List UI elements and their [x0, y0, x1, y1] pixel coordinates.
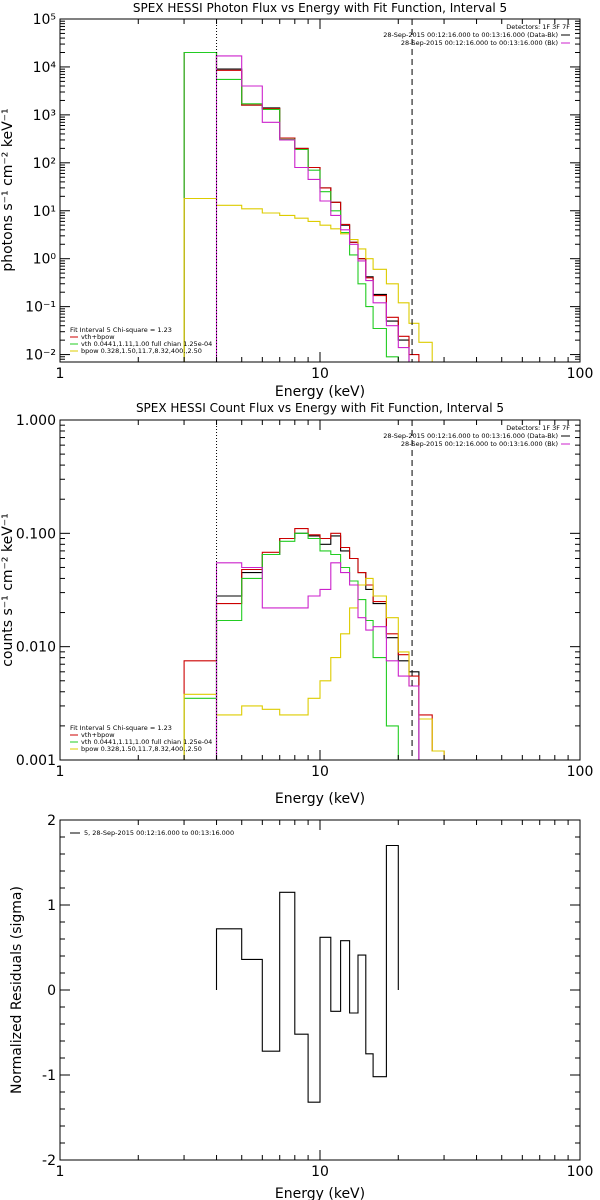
residuals-y-tick-label: -1: [42, 1068, 56, 1084]
residuals-legend-left-entry: 5, 28-Sep-2015 00:12:16.000 to 00:13:16.…: [84, 829, 234, 837]
count-vline-layer: [216, 420, 413, 760]
photon-y-tick-label: 10⁰: [33, 252, 57, 268]
residuals-x-tick-label: 100: [567, 1164, 594, 1180]
photon-vline-layer: [216, 19, 413, 362]
count-y-tick-label: 0.100: [16, 526, 56, 542]
photon-y-tick-label: 10⁻²: [25, 348, 56, 364]
photon-y-tick-label: 10⁵: [33, 12, 56, 28]
photon-y-tick-label: 10²: [33, 156, 56, 172]
residuals-y-tick-label: -2: [42, 1153, 56, 1169]
photon-y-tick-label: 10¹: [33, 204, 56, 220]
count-flux-panel: SPEX HESSI Count Flux vs Energy with Fit…: [0, 401, 593, 807]
count-series-data-line: [215, 562, 420, 760]
photon-legend-left-entry: bpow 0.328,1.50,11.7,8.32,400.,2.50: [81, 347, 202, 355]
photon-legend-left-entry: vth 0.0441,1.11,1.00 full chian 1.25e-04: [81, 340, 212, 348]
residuals-x-tick-label: 10: [311, 1164, 329, 1180]
photon-y-axis-label: photons s⁻¹ cm⁻² keV⁻¹: [0, 108, 16, 271]
photon-series-bpow-line: [183, 197, 445, 363]
residuals-series-layer: [215, 844, 399, 1103]
residuals-x-tick-label: 1: [56, 1164, 65, 1180]
residuals-y-tick-label: 2: [47, 813, 56, 829]
count-legend-left: Fit Interval 5 Chi-square = 1.23vth+bpow…: [70, 724, 212, 753]
count-series-vth-line: [183, 532, 409, 761]
photon-series-data-line: [215, 55, 410, 362]
photon-x-tick-label: 100: [567, 366, 594, 382]
photon-legend-left: Fit Interval 5 Chi-square = 1.23vth+bpow…: [70, 326, 212, 355]
photon-y-tick-label: 10⁴: [33, 60, 57, 76]
photon-legend-left-entry: vth+bpow: [81, 333, 115, 341]
count-legend-left-entry: Fit Interval 5 Chi-square = 1.23: [70, 724, 172, 732]
photon-x-tick-label: 1: [56, 366, 65, 382]
count-x-tick-label: 10: [311, 764, 329, 780]
photon-flux-panel: SPEX HESSI Photon Flux vs Energy with Fi…: [0, 1, 593, 400]
photon-tick-layer: 1 10 100 10⁵ 10⁴ 10³ 10² 10¹ 10⁰ 10⁻¹ 10⁻²: [25, 12, 593, 382]
count-series-layer: [183, 528, 445, 761]
count-x-axis-label: Energy (keV): [275, 791, 365, 807]
count-legend-left-entry: bpow 0.328,1.50,11.7,8.32,400.,2.50: [81, 745, 202, 753]
count-y-axis-label: counts s⁻¹ cm⁻² keV⁻¹: [0, 513, 16, 667]
photon-legend-left-entry: Fit Interval 5 Chi-square = 1.23: [70, 326, 172, 334]
count-legend-right-entry: 28-Sep-2015 00:12:16.000 to 00:13:16.000…: [401, 440, 558, 448]
count-legend-right-entry: 28-Sep-2015 00:12:16.000 to 00:13:16.000…: [383, 432, 558, 440]
count-tick-layer: 1 10 100 1.000 0.100 0.010 0.001: [16, 413, 593, 780]
count-legend-left-entry: vth 0.0441,1.11,1.00 full chian 1.25e-04: [81, 738, 212, 746]
photon-y-tick-label: 10³: [33, 108, 56, 124]
count-legend-right-entry: Detectors: 1F 3F 7F: [506, 424, 570, 432]
residuals-y-tick-label: 1: [47, 898, 56, 914]
photon-series-layer: [183, 51, 445, 363]
count-series-bpow-line: [183, 577, 445, 760]
count-y-tick-label: 0.001: [16, 753, 56, 769]
photon-panel-title: SPEX HESSI Photon Flux vs Energy with Fi…: [133, 1, 507, 15]
residuals-y-axis-label: Normalized Residuals (sigma): [9, 886, 25, 1094]
residuals-series-total-line: [215, 844, 399, 1103]
count-y-tick-label: 0.010: [16, 640, 56, 656]
count-legend-left-entry: vth+bpow: [81, 731, 115, 739]
photon-series-vth-line: [183, 51, 399, 362]
photon-legend-right-entry: 28-Sep-2015 00:12:16.000 to 00:13:16.000…: [401, 39, 558, 47]
photon-y-tick-label: 10⁻¹: [25, 300, 56, 316]
count-panel-title: SPEX HESSI Count Flux vs Energy with Fit…: [136, 401, 504, 415]
photon-x-tick-label: 10: [311, 366, 329, 382]
photon-x-axis-label: Energy (keV): [275, 384, 365, 400]
photon-legend-right-entry: 28-Sep-2015 00:12:16.000 to 00:13:16.000…: [383, 31, 558, 39]
residuals-y-tick-label: 0: [47, 983, 56, 999]
residuals-x-axis-label: Energy (keV): [275, 1186, 365, 1200]
count-x-tick-label: 1: [56, 764, 65, 780]
count-y-tick-label: 1.000: [16, 413, 56, 429]
count-x-tick-label: 100: [567, 764, 594, 780]
residuals-legend-left: 5, 28-Sep-2015 00:12:16.000 to 00:13:16.…: [70, 829, 234, 837]
photon-legend-right-entry: Detectors: 1F 3F 7F: [506, 23, 570, 31]
